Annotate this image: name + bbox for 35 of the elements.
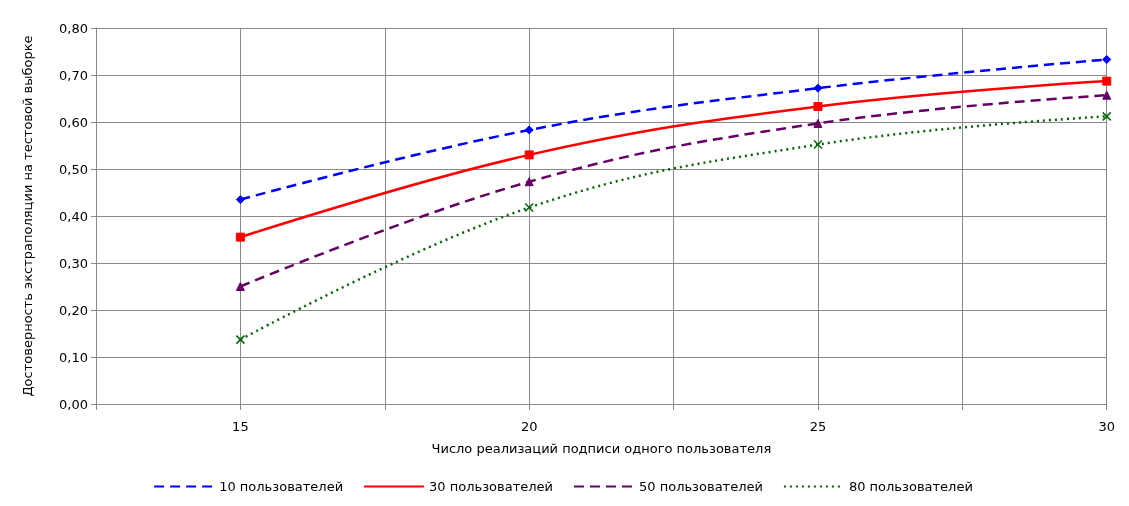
x-tick-label: 30 (1098, 419, 1115, 434)
point (524, 177, 534, 187)
point (813, 118, 823, 128)
point (235, 195, 245, 205)
point (1102, 54, 1112, 64)
point (235, 334, 246, 345)
point (524, 150, 534, 160)
x-tick-label: 15 (232, 419, 249, 434)
point (524, 202, 534, 213)
y-tick-label: 0,10 (59, 349, 88, 365)
y-tick-label: 0,60 (59, 114, 88, 130)
y-axis-title: Достоверность экстраполяции на тестовой выборке (20, 35, 35, 397)
point (813, 101, 823, 111)
x-axis-title: Число реализаций подписи одного пользователя (431, 441, 772, 456)
point (1102, 90, 1112, 100)
x-tick-label: 20 (520, 419, 538, 434)
y-tick-label: 0,80 (59, 20, 88, 36)
legend-label: 50 пользователей (639, 479, 763, 494)
point (813, 139, 823, 150)
x-tick-label: 25 (809, 419, 827, 434)
y-tick-label: 0,70 (59, 67, 88, 83)
point (235, 282, 245, 291)
legend-label: 80 пользователей (848, 479, 973, 494)
y-tick-label: 0,20 (59, 302, 88, 318)
y-tick-label: 0,40 (59, 208, 88, 224)
point (524, 125, 534, 135)
legend-label: 10 пользователей (219, 479, 344, 494)
legend-label: 30 пользователей (429, 479, 553, 494)
y-tick-label: 0,50 (59, 161, 88, 177)
point (1101, 111, 1112, 122)
point (813, 83, 823, 93)
y-tick-label: 0,30 (59, 255, 88, 271)
y-tick-label: 0,00 (59, 396, 88, 412)
point (235, 232, 245, 242)
point (1102, 76, 1112, 86)
